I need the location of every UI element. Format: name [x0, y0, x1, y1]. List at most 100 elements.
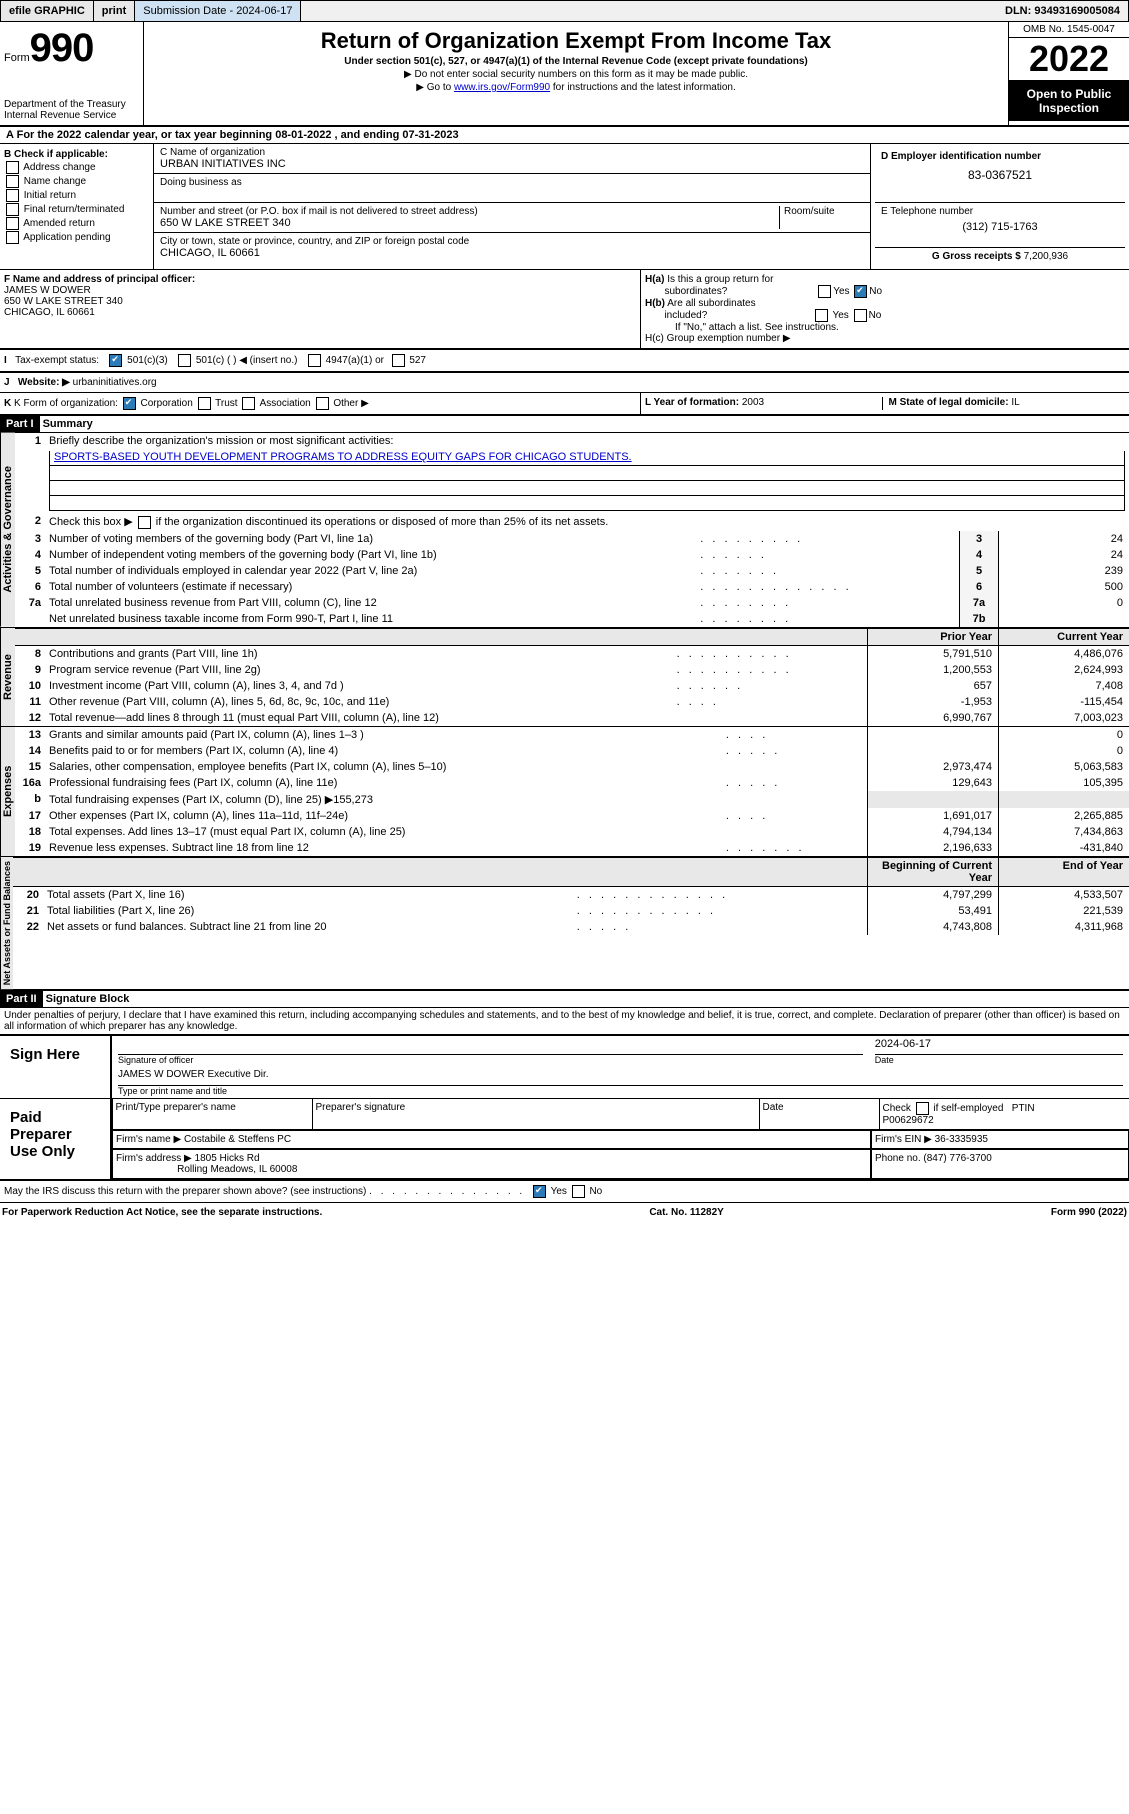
officer-name-title: JAMES W DOWER Executive Dir. [118, 1069, 1123, 1085]
chk-assoc[interactable] [242, 397, 255, 410]
chk-name[interactable]: Name change [4, 175, 149, 188]
efile-button[interactable]: efile GRAPHIC [1, 1, 94, 21]
chk-corp[interactable] [123, 397, 136, 410]
dept-label: Department of the Treasury [4, 99, 139, 110]
line12-current: 7,003,023 [999, 710, 1129, 726]
section-netassets: Net Assets or Fund Balances [0, 857, 13, 989]
sig-officer-label: Signature of officer [118, 1054, 863, 1065]
part2-title: Signature Block [46, 993, 130, 1005]
line3-value: 24 [999, 531, 1129, 547]
chk-501c3[interactable] [109, 354, 122, 367]
line19-prior: 2,196,633 [868, 840, 999, 856]
firm-name: Costabile & Steffens PC [184, 1134, 291, 1145]
sig-date: 2024-06-17 [875, 1038, 1123, 1054]
line12-label: Total revenue—add lines 8 through 11 (mu… [45, 710, 673, 726]
chk-discontinued[interactable] [138, 516, 151, 529]
line8-label: Contributions and grants (Part VIII, lin… [45, 645, 673, 662]
box-g-label: G Gross receipts $ [932, 251, 1021, 262]
line15-prior: 2,973,474 [868, 759, 999, 775]
line13-label: Grants and similar amounts paid (Part IX… [45, 727, 722, 743]
box-d-label: D Employer identification number [881, 151, 1119, 162]
website-value: urbaninitiatives.org [73, 377, 157, 388]
section-revenue: Revenue [0, 628, 15, 726]
chk-501c[interactable] [178, 354, 191, 367]
line8-prior: 5,791,510 [868, 645, 999, 662]
line3-label: Number of voting members of the governin… [45, 531, 696, 547]
box-b-title: B Check if applicable: [4, 149, 149, 160]
line7a-label: Total unrelated business revenue from Pa… [45, 595, 696, 611]
chk-4947[interactable] [308, 354, 321, 367]
line21-current: 221,539 [999, 903, 1129, 919]
chk-amended[interactable]: Amended return [4, 217, 149, 230]
preparer-ptin: Check if self-employed PTINP00629672 [879, 1098, 1129, 1130]
officer-addr: 650 W LAKE STREET 340 [4, 296, 636, 307]
chk-pending[interactable]: Application pending [4, 231, 149, 244]
line19-current: -431,840 [999, 840, 1129, 856]
form-header: Form990 Department of the Treasury Inter… [0, 22, 1129, 127]
chk-initial[interactable]: Initial return [4, 189, 149, 202]
line13-current: 0 [999, 727, 1129, 743]
chk-may-no[interactable] [572, 1185, 585, 1198]
firm-name-label: Firm's name ▶ [116, 1134, 181, 1145]
chk-other[interactable] [316, 397, 329, 410]
hc-line: H(c) Group exemption number ▶ [645, 333, 1125, 344]
org-name: URBAN INITIATIVES INC [160, 158, 864, 170]
irs-label: Internal Revenue Service [4, 110, 139, 121]
line17-current: 2,265,885 [999, 808, 1129, 824]
city-label: City or town, state or province, country… [160, 236, 864, 247]
preparer-date-label: Date [759, 1098, 880, 1130]
omb-number: OMB No. 1545-0047 [1009, 22, 1129, 38]
form-label: Form [4, 52, 30, 64]
footer-right: Form 990 (2022) [1051, 1207, 1127, 1218]
street-address: 650 W LAKE STREET 340 [160, 217, 779, 229]
chk-final[interactable]: Final return/terminated [4, 203, 149, 216]
line11-label: Other revenue (Part VIII, column (A), li… [45, 694, 673, 710]
gross-receipts: 7,200,936 [1024, 251, 1069, 262]
mission-text: SPORTS-BASED YOUTH DEVELOPMENT PROGRAMS … [49, 451, 1125, 466]
line1-label: Briefly describe the organization's miss… [45, 433, 1129, 449]
print-button[interactable]: print [94, 1, 135, 21]
form-title: Return of Organization Exempt From Incom… [148, 28, 1004, 54]
may-discuss-row: May the IRS discuss this return with the… [0, 1180, 1129, 1203]
firm-ein: 36-3335935 [935, 1134, 988, 1145]
line17-prior: 1,691,017 [868, 808, 999, 824]
line20-current: 4,533,507 [999, 886, 1129, 903]
current-year-hdr: Current Year [999, 628, 1129, 645]
line16a-current: 105,395 [999, 775, 1129, 791]
line5-label: Total number of individuals employed in … [45, 563, 696, 579]
box-k-label: K Form of organization: [14, 398, 118, 409]
irs-link[interactable]: www.irs.gov/Form990 [454, 82, 550, 93]
sig-date-label: Date [875, 1054, 1123, 1065]
line17-label: Other expenses (Part IX, column (A), lin… [45, 808, 722, 824]
line19-label: Revenue less expenses. Subtract line 18 … [45, 840, 722, 856]
line7a-value: 0 [999, 595, 1129, 611]
penalty-text: Under penalties of perjury, I declare th… [0, 1008, 1129, 1034]
footer-left: For Paperwork Reduction Act Notice, see … [2, 1207, 322, 1218]
sign-here-label: Sign Here [0, 1036, 110, 1098]
top-bar: efile GRAPHIC print Submission Date - 20… [0, 0, 1129, 22]
officer-city: CHICAGO, IL 60661 [4, 307, 636, 318]
chk-trust[interactable] [198, 397, 211, 410]
chk-may-yes[interactable] [533, 1185, 546, 1198]
open-public-badge: Open to Public Inspection [1009, 81, 1129, 121]
line13-prior [868, 727, 999, 743]
entity-block: B Check if applicable: Address change Na… [0, 144, 1129, 270]
line11-current: -115,454 [999, 694, 1129, 710]
room-label: Room/suite [779, 206, 864, 229]
line16a-label: Professional fundraising fees (Part IX, … [45, 775, 722, 791]
begin-year-hdr: Beginning of Current Year [868, 857, 999, 886]
line7b-value [999, 611, 1129, 627]
line18-label: Total expenses. Add lines 13–17 (must eq… [45, 824, 722, 840]
chk-527[interactable] [392, 354, 405, 367]
tax-year-line: A For the 2022 calendar year, or tax yea… [0, 127, 1129, 144]
warning-ssn: ▶ Do not enter social security numbers o… [148, 69, 1004, 80]
preparer-sig-label: Preparer's signature [312, 1098, 760, 1130]
line21-label: Total liabilities (Part X, line 26) [43, 903, 573, 919]
hb-line: H(b) Are all subordinates included? Yes … [645, 298, 1125, 322]
chk-address[interactable]: Address change [4, 161, 149, 174]
year-formation: 2003 [742, 397, 764, 408]
ein-value: 83-0367521 [881, 168, 1119, 182]
line22-label: Net assets or fund balances. Subtract li… [43, 919, 573, 935]
type-name-label: Type or print name and title [118, 1085, 1123, 1096]
line10-current: 7,408 [999, 678, 1129, 694]
